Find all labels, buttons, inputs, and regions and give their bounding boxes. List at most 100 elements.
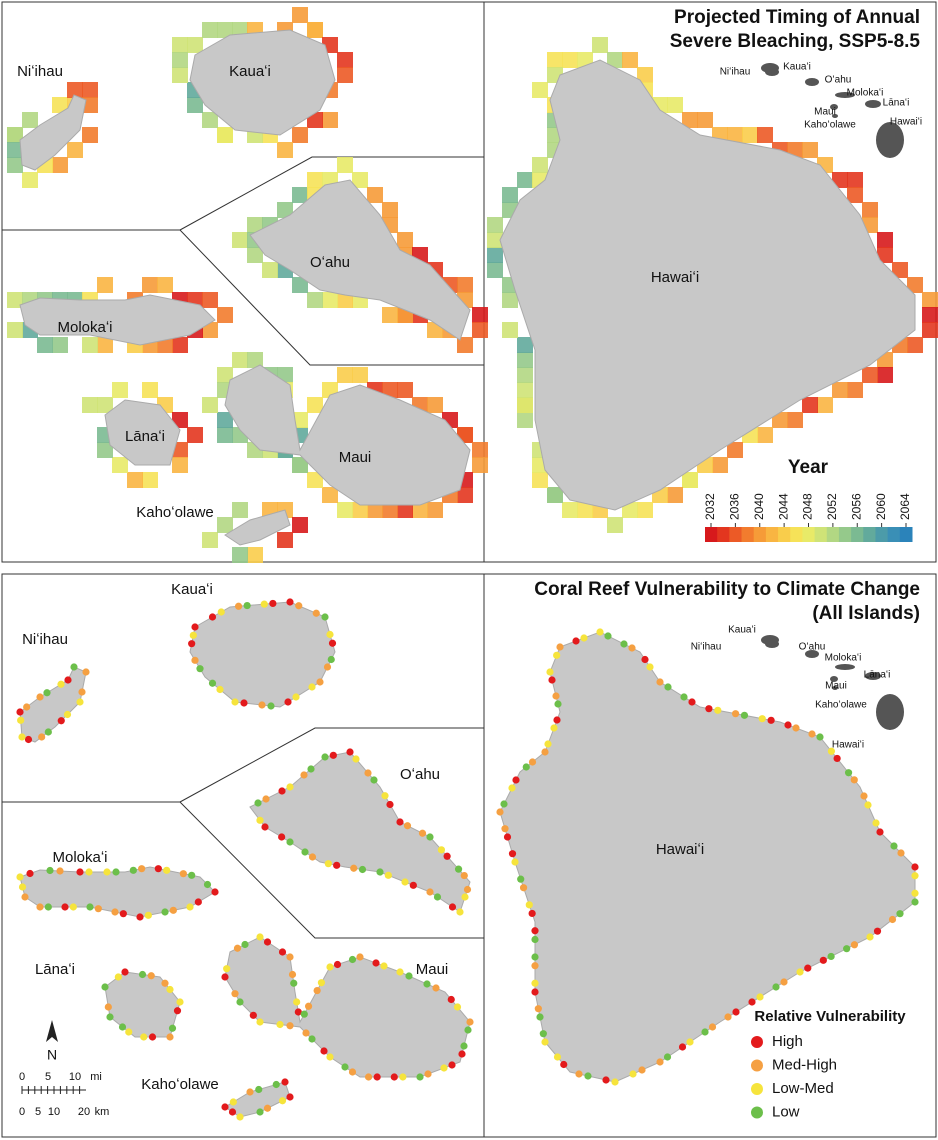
reef-site [231,990,239,998]
reef-site [796,968,804,976]
bleaching-cell [517,382,533,398]
reef-site [453,1003,462,1011]
reef-site [503,833,512,841]
reef-site [705,705,713,713]
reef-site [784,721,792,729]
locator-label: Molokaʻi [847,87,884,99]
reef-site [348,955,357,964]
reef-site [396,968,404,976]
bleaching-cell [517,172,533,188]
reef-site [286,838,294,846]
locator-label: Maui [825,681,847,692]
bleaching-cell [127,472,143,488]
reef-site [243,601,251,610]
reef-site [286,598,294,606]
reef-site [364,1073,373,1081]
bleaching-cell [862,202,878,218]
reef-site [548,676,556,684]
reef-site [292,693,300,701]
reef-site [686,1038,694,1046]
reef-site [531,935,539,944]
bleaching-cell [67,142,83,158]
bleaching-cell [397,502,413,518]
bleaching-cell [307,292,323,308]
panel-frame [1,573,937,1138]
bleaching-cell [7,292,23,308]
bleaching-cell [487,217,503,233]
bleaching-cell [472,457,488,473]
reef-site [327,655,335,664]
reef-site [46,866,54,875]
reef-site [286,1093,294,1101]
locator-label: Kahoʻolawe [804,119,856,131]
reef-site [234,602,243,610]
reef-site [758,715,766,723]
locator-label: Hawaiʻi [890,116,922,128]
island-label: Kauaʻi [229,63,271,80]
bleaching-cell [892,262,908,278]
bleaching-cell [232,232,248,248]
reef-site [833,754,841,763]
reef-site [464,1026,472,1034]
bleaching-cell [217,517,233,533]
reef-site [641,655,649,664]
reef-site [240,699,248,707]
reef-site [308,853,317,861]
island-label: Maui [416,961,449,978]
reef-site [416,1073,424,1081]
island-label: Lānaʻi [125,428,165,445]
reef-site [119,910,127,918]
reef-site [295,602,303,610]
bleaching-cell [547,52,563,68]
bleaching-cell [367,187,383,203]
reef-site [276,1020,284,1029]
reef-site [203,880,212,889]
reef-site [249,1011,257,1019]
reef-site [272,1080,280,1089]
bleaching-cell [562,502,578,518]
bleaching-cell [292,517,308,533]
reef-site [866,933,874,941]
reef-site [321,753,329,761]
locator-label: Kahoʻolawe [815,699,867,711]
reef-site [70,663,78,671]
reef-site [688,698,696,706]
reef-site [129,866,137,874]
locator-island [805,650,819,658]
reef-site [76,868,84,876]
locator-island [835,92,855,98]
reef-site [437,846,446,854]
reef-site [496,808,504,816]
reef-site [534,1005,542,1013]
reef-site [196,665,204,673]
island-label: Hawaiʻi [651,269,699,286]
reef-site [269,599,277,608]
reef-site [897,849,905,857]
locator-island [876,122,904,158]
island [249,179,471,341]
reef-site [138,970,147,979]
bleaching-cell [517,367,533,383]
reef-site [118,1023,127,1031]
bleaching-cell [727,442,743,458]
reef-site [24,735,33,744]
reef-site [732,1008,740,1016]
bleaching-cell [217,367,233,383]
reef-site [43,689,51,697]
bleaching-cell [622,502,638,518]
reef-site [827,952,835,961]
bleaching-cell [832,382,848,398]
reef-site [850,941,859,949]
scale-label: 20 [78,1106,90,1118]
reef-site [376,868,384,876]
bleaching-cell [97,397,113,413]
legend-title: Relative Vulnerability [754,1008,906,1025]
reef-site [94,905,102,913]
reef-site [780,978,788,986]
bleaching-cell [547,487,563,503]
reef-site [324,860,332,868]
bleaching-cell [457,337,473,353]
bleaching-cell [517,352,533,368]
reef-site [656,678,664,686]
reef-site [86,903,94,911]
